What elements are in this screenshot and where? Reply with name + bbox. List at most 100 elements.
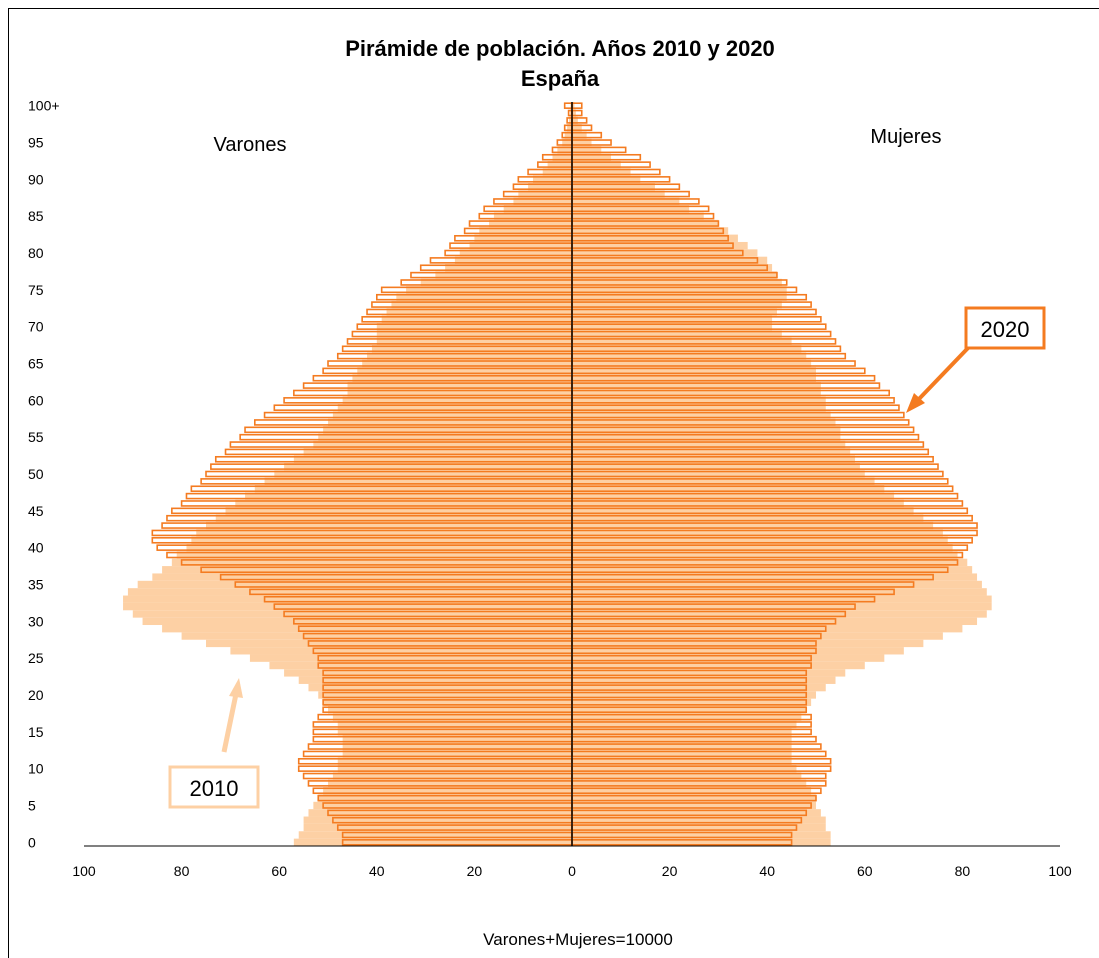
bar-2010-female-56 bbox=[572, 426, 841, 434]
bar-2010-female-17 bbox=[572, 713, 802, 721]
bar-2010-male-45 bbox=[225, 507, 572, 515]
bar-2010-male-79 bbox=[454, 256, 572, 265]
x-tick-label--20: 20 bbox=[467, 863, 483, 879]
bar-2010-female-75 bbox=[572, 286, 787, 294]
y-tick-label-100+: 100+ bbox=[28, 98, 60, 114]
bar-2010-female-25 bbox=[572, 654, 885, 662]
bar-2010-male-72 bbox=[386, 308, 572, 316]
bar-2010-female-9 bbox=[572, 772, 802, 780]
annotation-2010-arrow bbox=[221, 693, 239, 753]
x-tick-label-0: 0 bbox=[568, 863, 576, 879]
y-tick-label-55: 55 bbox=[28, 429, 44, 445]
bar-2010-female-36 bbox=[572, 573, 978, 581]
bar-2010-female-88 bbox=[572, 190, 665, 198]
bar-2010-male-84 bbox=[489, 219, 572, 228]
bar-2010-male-14 bbox=[342, 735, 572, 743]
bar-2010-male-23 bbox=[284, 669, 572, 677]
y-tick-label-20: 20 bbox=[28, 687, 44, 703]
bar-2010-female-38 bbox=[572, 558, 968, 567]
bar-2010-female-66 bbox=[572, 352, 807, 360]
bar-2010-male-69 bbox=[376, 330, 572, 338]
bar-2010-male-73 bbox=[391, 300, 572, 309]
bar-2010-male-30 bbox=[142, 617, 572, 626]
bar-2010-male-57 bbox=[328, 418, 572, 427]
bar-2010-female-40 bbox=[572, 543, 953, 552]
y-tick-label-0: 0 bbox=[28, 834, 36, 850]
bar-2010-female-8 bbox=[572, 779, 807, 788]
bar-2010-male-89 bbox=[528, 183, 572, 191]
bar-2010-female-58 bbox=[572, 411, 831, 419]
bar-2010-female-12 bbox=[572, 750, 792, 758]
bar-2010-male-13 bbox=[342, 742, 572, 751]
bar-2010-female-35 bbox=[572, 580, 982, 589]
annotation-2020-arrow bbox=[916, 346, 970, 402]
bar-2010-male-49 bbox=[264, 477, 572, 486]
bar-2010-male-8 bbox=[328, 779, 572, 788]
bar-2010-female-96 bbox=[572, 131, 587, 139]
bar-2010-male-63 bbox=[352, 374, 572, 382]
y-tick-label-75: 75 bbox=[28, 282, 44, 298]
bar-2010-female-29 bbox=[572, 625, 963, 633]
bar-2010-male-64 bbox=[357, 367, 572, 375]
bar-2010-male-95 bbox=[562, 138, 572, 147]
bar-2010-male-21 bbox=[308, 683, 572, 692]
bar-2010-male-82 bbox=[474, 234, 572, 242]
bar-2010-male-32 bbox=[123, 602, 572, 611]
x-tick-label-80: 80 bbox=[955, 863, 971, 879]
bar-2010-female-64 bbox=[572, 367, 816, 375]
bar-2010-female-69 bbox=[572, 330, 782, 338]
x-tick-labels: 100 80 60 40 20 0 20 40 60 80 100 bbox=[72, 863, 1072, 879]
bar-2010-female-77 bbox=[572, 271, 777, 279]
bar-2010-male-78 bbox=[445, 264, 572, 272]
bar-2010-male-71 bbox=[381, 315, 572, 323]
bar-2010-female-20 bbox=[572, 691, 816, 699]
y-tick-label-60: 60 bbox=[28, 392, 44, 408]
bar-2010-male-5 bbox=[313, 801, 572, 810]
bar-2010-female-82 bbox=[572, 234, 738, 242]
bar-2010-female-70 bbox=[572, 322, 773, 331]
bar-2010-female-48 bbox=[572, 485, 885, 493]
bar-2010-female-60 bbox=[572, 396, 826, 405]
bar-2010-male-28 bbox=[181, 632, 572, 640]
bar-2010-female-79 bbox=[572, 256, 768, 265]
y-tick-label-50: 50 bbox=[28, 466, 44, 482]
bar-2010-female-67 bbox=[572, 345, 802, 353]
bar-2010-male-10 bbox=[337, 764, 572, 773]
bar-2010-male-27 bbox=[206, 639, 572, 648]
y-tick-label-30: 30 bbox=[28, 613, 44, 629]
bar-2010-male-3 bbox=[303, 816, 572, 824]
x-tick-label--40: 40 bbox=[369, 863, 385, 879]
bar-2010-male-60 bbox=[342, 396, 572, 405]
bar-2010-male-86 bbox=[503, 205, 572, 213]
bar-2010-female-91 bbox=[572, 168, 631, 176]
bar-2010-female-76 bbox=[572, 278, 782, 287]
bar-2010-female-4 bbox=[572, 809, 821, 817]
females-label: Mujeres bbox=[870, 126, 941, 148]
bar-2010-female-65 bbox=[572, 359, 812, 368]
bar-2010-female-52 bbox=[572, 455, 856, 463]
annotation-2020-box bbox=[964, 306, 1046, 350]
bar-2010-female-94 bbox=[572, 146, 602, 154]
bar-2010-female-31 bbox=[572, 610, 987, 618]
chart-subtitle: España bbox=[521, 66, 600, 91]
bar-2010-male-55 bbox=[318, 433, 572, 441]
bar-2010-female-62 bbox=[572, 381, 821, 390]
bar-2010-female-49 bbox=[572, 477, 875, 486]
bar-2010-male-93 bbox=[552, 153, 572, 161]
bar-2010-male-36 bbox=[152, 573, 572, 581]
bar-2010-female-26 bbox=[572, 647, 904, 655]
bar-2010-female-61 bbox=[572, 389, 821, 397]
bar-2010-female-28 bbox=[572, 632, 943, 640]
bar-2010-female-11 bbox=[572, 757, 792, 765]
bar-2010-male-46 bbox=[235, 499, 572, 508]
bar-2010-male-77 bbox=[435, 271, 572, 279]
bar-2010-female-78 bbox=[572, 264, 773, 272]
bar-2010-female-57 bbox=[572, 418, 836, 427]
bar-2010-female-30 bbox=[572, 617, 978, 626]
bar-2010-male-62 bbox=[347, 381, 572, 390]
bar-2010-male-15 bbox=[337, 728, 572, 736]
bar-2010-female-10 bbox=[572, 764, 797, 773]
males-label: Varones bbox=[213, 134, 286, 156]
annotation-2020-label: 2020 bbox=[981, 317, 1030, 342]
